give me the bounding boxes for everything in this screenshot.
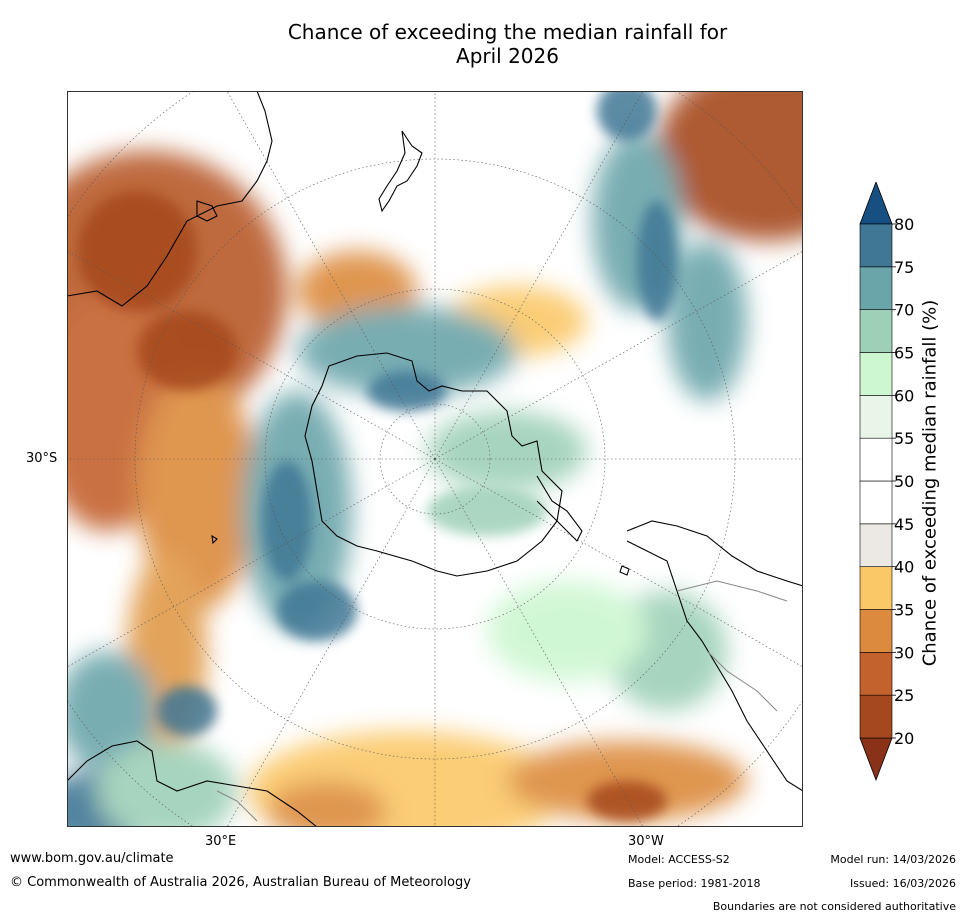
colorbar-tick-label: 35 bbox=[894, 601, 914, 620]
map-canvas bbox=[67, 91, 803, 827]
map-title-line2: April 2026 bbox=[456, 44, 559, 68]
colorbar-tick-label: 65 bbox=[894, 344, 914, 363]
colorbar: 20 25 30 35 40 45 50 55 60 65 70 75 80 bbox=[859, 180, 965, 782]
colorbar-tick-label: 50 bbox=[894, 472, 914, 491]
model-run-text: Model run: 14/03/2026 bbox=[830, 853, 956, 866]
copyright-text: © Commonwealth of Australia 2026, Austra… bbox=[10, 875, 471, 890]
colorbar-tick-label: 20 bbox=[894, 729, 914, 748]
colorbar-tick-label: 40 bbox=[894, 558, 914, 577]
antarctica-coastline bbox=[304, 352, 563, 577]
disclaimer-text: Boundaries are not considered authoritat… bbox=[712, 900, 956, 913]
tasmania-coastline bbox=[196, 200, 218, 222]
lon-label-30e: 30°E bbox=[205, 834, 237, 849]
colorbar-segment bbox=[859, 352, 893, 396]
colorbar-low-extend bbox=[859, 737, 893, 782]
new-zealand-coastline bbox=[378, 130, 423, 213]
colorbar-high-extend bbox=[859, 180, 893, 225]
colorbar-tick-label: 55 bbox=[894, 429, 914, 448]
colorbar-segment bbox=[859, 266, 893, 310]
antarctic-peninsula bbox=[536, 475, 583, 542]
colorbar-tick-label: 30 bbox=[894, 643, 914, 662]
colorbar-segment bbox=[859, 480, 893, 525]
africa-coastline bbox=[67, 740, 318, 827]
colorbar-segment bbox=[859, 523, 893, 567]
colorbar-segment bbox=[859, 694, 893, 739]
colorbar-label: Chance of exceeding median rainfall (%) bbox=[919, 299, 941, 667]
lon-label-30w: 30°W bbox=[628, 834, 664, 849]
website-link[interactable]: www.bom.gov.au/climate bbox=[10, 851, 174, 866]
colorbar-tick-label: 75 bbox=[894, 258, 914, 277]
south-america-coastline bbox=[626, 520, 803, 587]
australia-coastline bbox=[67, 91, 273, 307]
colorbar-svg: 20 25 30 35 40 45 50 55 60 65 70 75 80 bbox=[859, 180, 914, 782]
graticule-lines bbox=[67, 91, 803, 827]
lat-label-30s: 30°S bbox=[26, 451, 58, 466]
country-borders bbox=[216, 580, 788, 822]
base-period-text: Base period: 1981-2018 bbox=[628, 877, 761, 890]
colorbar-segment bbox=[859, 652, 893, 696]
colorbar-tick-label: 60 bbox=[894, 386, 914, 405]
map-title: Chance of exceeding the median rainfall … bbox=[0, 20, 965, 68]
colorbar-tick-label: 45 bbox=[894, 515, 914, 534]
map-title-line1: Chance of exceeding the median rainfall … bbox=[287, 20, 728, 44]
detail-anomaly-fields bbox=[77, 91, 677, 821]
colorbar-segment bbox=[859, 609, 893, 653]
colorbar-segment bbox=[859, 566, 893, 610]
colorbar-segment bbox=[859, 309, 893, 353]
colorbar-tick-label: 25 bbox=[894, 686, 914, 705]
colorbar-tick-label: 70 bbox=[894, 301, 914, 320]
colorbar-tick-label: 80 bbox=[894, 215, 914, 234]
issued-text: Issued: 16/03/2026 bbox=[849, 877, 956, 890]
colorbar-segment bbox=[859, 223, 893, 268]
model-text: Model: ACCESS-S2 bbox=[628, 853, 730, 866]
colorbar-segment bbox=[859, 437, 893, 482]
rainfall-probability-map bbox=[67, 91, 803, 827]
colorbar-segment bbox=[859, 395, 893, 439]
